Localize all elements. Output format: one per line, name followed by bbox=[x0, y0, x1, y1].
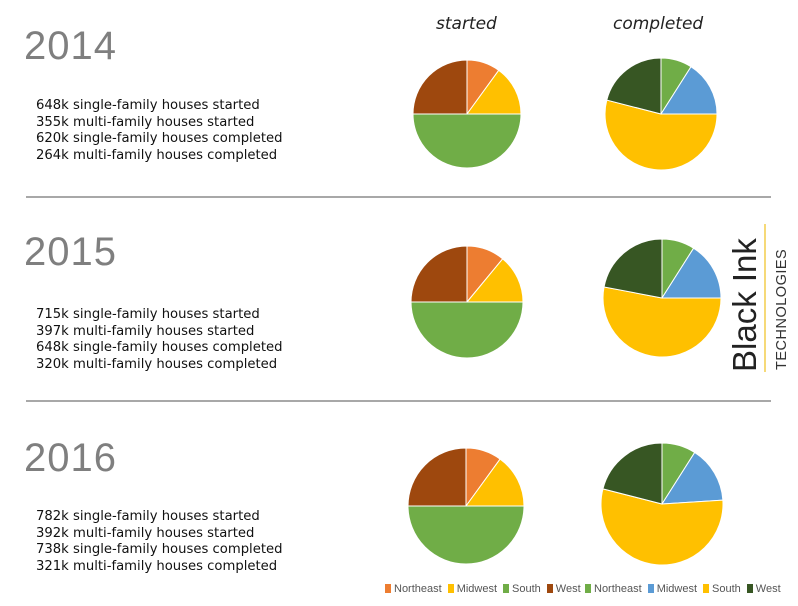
pie-slice-west bbox=[603, 238, 663, 299]
legend-swatch bbox=[447, 584, 454, 593]
legend-started: Northeast Midwest South West bbox=[385, 583, 587, 595]
legend-label: South bbox=[712, 583, 741, 595]
stat-line: 738k single-family houses completed bbox=[36, 542, 283, 558]
legend-label: West bbox=[555, 583, 581, 595]
stat-line: 397k multi-family houses started bbox=[36, 323, 255, 339]
legend-swatch bbox=[746, 584, 753, 593]
section-divider bbox=[26, 400, 771, 402]
pie-2016-completed bbox=[600, 442, 724, 566]
stats-2014: 648k single-family houses started 355k m… bbox=[36, 98, 283, 164]
pie-2015-completed bbox=[602, 238, 722, 358]
pie-slice-west bbox=[606, 57, 662, 115]
stat-line: 264k multi-family houses completed bbox=[36, 147, 278, 163]
brand-line1: Black Ink bbox=[726, 238, 763, 372]
pie-2015-started bbox=[410, 245, 524, 359]
legend-item: Midwest bbox=[647, 583, 698, 595]
year-2014: 2014 bbox=[24, 24, 117, 68]
legend-swatch bbox=[703, 584, 710, 593]
stat-line: 355k multi-family houses started bbox=[36, 114, 255, 130]
legend-label: South bbox=[512, 583, 541, 595]
started-header: started bbox=[436, 14, 497, 34]
legend-label: West bbox=[755, 583, 781, 595]
pie-slice-midwest bbox=[466, 69, 522, 115]
stat-line: 715k single-family houses started bbox=[36, 307, 260, 322]
brand-mark: Black Ink TECHNOLOGIES bbox=[726, 224, 790, 372]
stat-line: 620k single-family houses completed bbox=[36, 131, 283, 147]
legend-item: South bbox=[503, 583, 541, 595]
legend-swatch bbox=[385, 584, 391, 593]
pie-2014-started bbox=[412, 59, 522, 169]
legend-label: Northeast bbox=[394, 583, 442, 595]
stat-line: 392k multi-family houses started bbox=[36, 525, 255, 541]
legend-swatch bbox=[503, 584, 510, 593]
year-2016: 2016 bbox=[24, 436, 117, 480]
legend-item: West bbox=[746, 583, 781, 595]
stats-2016: 782k single-family houses started 392k m… bbox=[36, 509, 283, 575]
stat-line: 321k multi-family houses completed bbox=[36, 558, 278, 574]
pie-2014-completed bbox=[604, 57, 718, 171]
pie-slice-west bbox=[407, 447, 467, 507]
section-divider bbox=[26, 196, 771, 198]
pie-2016-started bbox=[407, 447, 525, 565]
legend-label: Midwest bbox=[656, 583, 698, 595]
stat-line: 782k single-family houses started bbox=[36, 509, 260, 524]
legend-item: West bbox=[546, 583, 581, 595]
pie-slice-west bbox=[412, 59, 468, 115]
stat-line: 320k multi-family houses completed bbox=[36, 356, 278, 372]
pie-slice-midwest bbox=[661, 247, 722, 299]
pie-slice-south bbox=[602, 286, 722, 358]
legend-item: Northeast bbox=[585, 583, 642, 595]
pie-slice-west bbox=[410, 245, 468, 303]
legend-swatch bbox=[546, 584, 553, 593]
stat-line: 648k single-family houses started bbox=[36, 98, 260, 113]
pie-slice-midwest bbox=[465, 458, 525, 507]
pie-slice-south bbox=[600, 488, 724, 566]
pie-slice-west bbox=[602, 442, 663, 505]
legend-completed: Northeast Midwest South West bbox=[585, 583, 787, 595]
pie-slice-south bbox=[407, 505, 525, 565]
pie-slice-south bbox=[412, 113, 522, 169]
completed-header: completed bbox=[613, 14, 704, 34]
legend-item: South bbox=[703, 583, 741, 595]
legend-item: Northeast bbox=[385, 583, 442, 595]
legend-swatch bbox=[585, 584, 591, 593]
legend-swatch bbox=[647, 584, 654, 593]
legend-label: Northeast bbox=[594, 583, 642, 595]
stat-line: 648k single-family houses completed bbox=[36, 340, 283, 356]
pie-slice-south bbox=[604, 99, 718, 171]
pie-slice-south bbox=[410, 301, 524, 359]
brand-line2: TECHNOLOGIES bbox=[774, 249, 790, 370]
legend-label: Midwest bbox=[456, 583, 498, 595]
pie-slice-midwest bbox=[660, 66, 718, 115]
pie-slice-midwest bbox=[661, 451, 724, 505]
year-2015: 2015 bbox=[24, 230, 117, 274]
legend-item: Midwest bbox=[447, 583, 498, 595]
stats-2015: 715k single-family houses started 397k m… bbox=[36, 307, 283, 373]
